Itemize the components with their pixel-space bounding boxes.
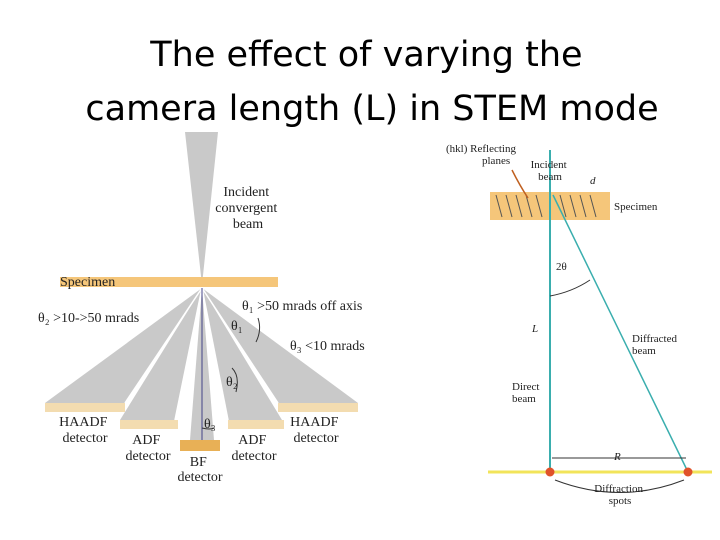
title-line: camera length (L) in STEM mode — [85, 89, 658, 129]
diffraction-diagram: (hkl) Reflecting planes Incident beam d … — [446, 143, 712, 507]
label: Incident convergent beam — [215, 185, 280, 232]
label: Diffraction spots — [594, 483, 645, 507]
incident-cone — [185, 132, 218, 285]
label: L — [531, 323, 538, 335]
angle-arc — [231, 367, 238, 393]
label: Specimen — [60, 275, 115, 290]
line: Diffracted — [632, 333, 677, 345]
angle-arc — [255, 317, 261, 343]
line: ADF — [132, 433, 160, 448]
detector — [180, 440, 220, 451]
title-line: The effect of varying the — [149, 35, 582, 75]
label: Specimen — [614, 201, 658, 213]
line: spots — [609, 495, 632, 507]
line: Incident — [531, 159, 567, 171]
label: (hkl) Reflecting planes — [446, 143, 519, 167]
line: ADF — [238, 433, 266, 448]
label: 2θ — [556, 261, 567, 273]
angle-arc — [201, 427, 215, 430]
label: ADF detector — [125, 433, 170, 464]
line: beam — [512, 393, 536, 405]
line: BF — [190, 455, 207, 470]
label: Diffracted beam — [632, 333, 680, 357]
arrow — [511, 169, 529, 199]
cone-edges — [124, 287, 279, 421]
label: Direct beam — [512, 381, 542, 405]
spot — [683, 467, 693, 477]
line: detector — [177, 470, 222, 485]
line: detector — [125, 449, 170, 464]
specimen-bar — [60, 277, 278, 287]
label: θ₂ — [226, 375, 238, 390]
label: ADF detector — [231, 433, 276, 464]
angle-arc — [549, 279, 591, 297]
label: θ₂ >10->50 mrads — [38, 311, 139, 326]
label: R — [613, 451, 621, 463]
label: HAADF detector — [290, 415, 342, 446]
label: Incident beam — [531, 159, 570, 183]
label: θ₁ — [231, 319, 243, 334]
planes — [495, 194, 597, 218]
detector — [228, 420, 284, 429]
label: BF detector — [177, 455, 222, 485]
slide-title: The effect of varying the camera length … — [85, 35, 658, 129]
diffracted-beam — [552, 194, 689, 473]
line: Incident — [223, 185, 269, 200]
detector — [45, 403, 125, 412]
line: HAADF — [59, 415, 107, 430]
line: Diffraction — [594, 483, 643, 495]
line: detector — [231, 449, 276, 464]
label: θ₁ >50 mrads off axis — [242, 299, 362, 314]
line: detector — [62, 431, 107, 446]
label: d — [590, 175, 596, 187]
line: Direct — [512, 381, 539, 393]
line: beam — [632, 345, 656, 357]
line: convergent — [215, 201, 277, 216]
line: (hkl) Reflecting — [446, 143, 516, 155]
line: HAADF — [290, 415, 338, 430]
detector — [120, 420, 178, 429]
detector — [278, 403, 358, 412]
label: θ₃ — [204, 417, 216, 432]
haadf-cone — [202, 288, 358, 403]
label: HAADF detector — [59, 415, 111, 446]
line: beam — [538, 171, 562, 183]
haadf-cone — [45, 288, 202, 403]
stem-diagram: Incident convergent beam Specimen θ₁ >50… — [38, 132, 365, 485]
spot — [545, 467, 555, 477]
spots-arc — [554, 479, 685, 493]
line: planes — [482, 155, 510, 167]
label: θ₃ <10 mrads — [290, 339, 365, 354]
line: beam — [233, 217, 263, 232]
line: detector — [293, 431, 338, 446]
